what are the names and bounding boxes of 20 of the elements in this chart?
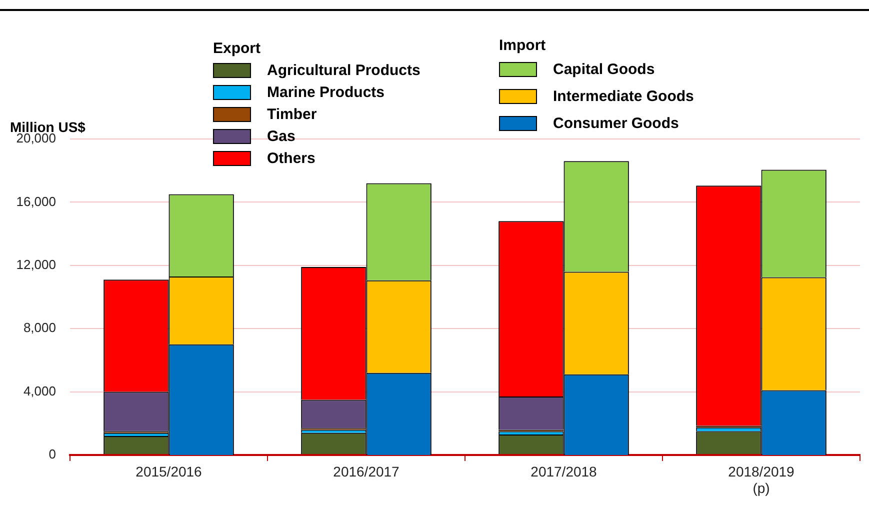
legend-label: Marine Products	[267, 84, 385, 100]
legend-label: Capital Goods	[553, 61, 655, 78]
y-tick-label: 16,000	[16, 194, 56, 209]
legend-label: Agricultural Products	[267, 62, 420, 78]
legend-label: Others	[267, 150, 316, 166]
legend-label: Intermediate Goods	[553, 88, 694, 105]
x-tick-label: 2016/2017	[333, 463, 400, 480]
y-tick-label: 12,000	[16, 256, 56, 272]
legend-title: Import	[499, 37, 547, 54]
legend-label: Consumer Goods	[553, 115, 679, 132]
x-tick-label: 2018/2019 (p)	[728, 463, 795, 496]
y-tick-label: 8,000	[23, 320, 56, 336]
x-tick-label: 2015/2016	[136, 463, 202, 480]
legend-title: Export	[213, 40, 262, 57]
y-tick-label: 20,000	[16, 130, 56, 146]
legend-label: Timber	[267, 106, 317, 122]
y-tick-label: 4,000	[23, 383, 56, 398]
x-tick-label: 2017/2018	[530, 463, 598, 480]
legend-label: Gas	[267, 128, 296, 144]
y-tick-label: 0	[48, 446, 56, 462]
